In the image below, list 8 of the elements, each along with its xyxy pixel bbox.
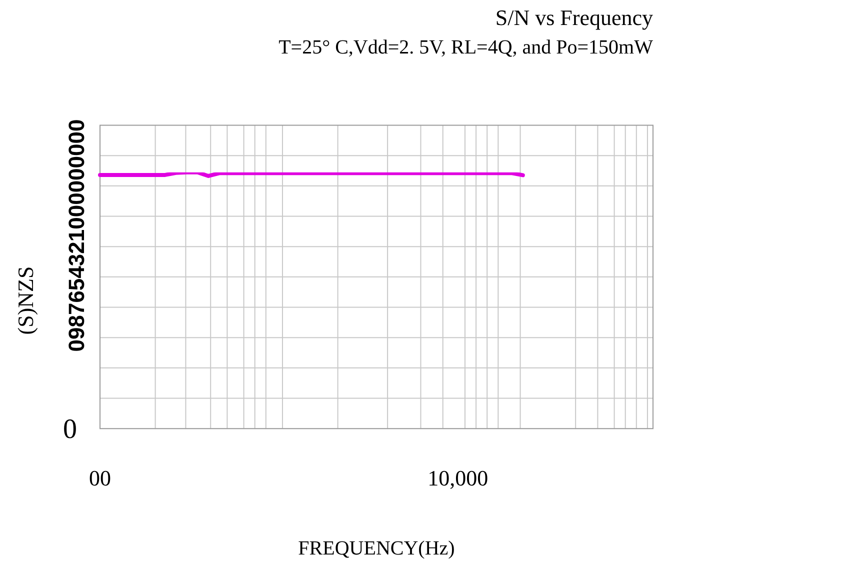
text: 0: [63, 414, 77, 445]
chart-title: S/N vs Frequency: [495, 4, 653, 30]
x-tick-label: 10,000: [428, 466, 488, 491]
y-axis-title: (S)NZS: [12, 266, 38, 335]
x-axis-title: FREQUENCY(Hz): [298, 537, 455, 560]
text: 0987654321000000000: [64, 119, 90, 352]
x-tick-label: 00: [89, 466, 111, 491]
chart-subtitle: T=25° C,Vdd=2. 5V, RL=4Q, and Po=150mW: [278, 36, 654, 59]
